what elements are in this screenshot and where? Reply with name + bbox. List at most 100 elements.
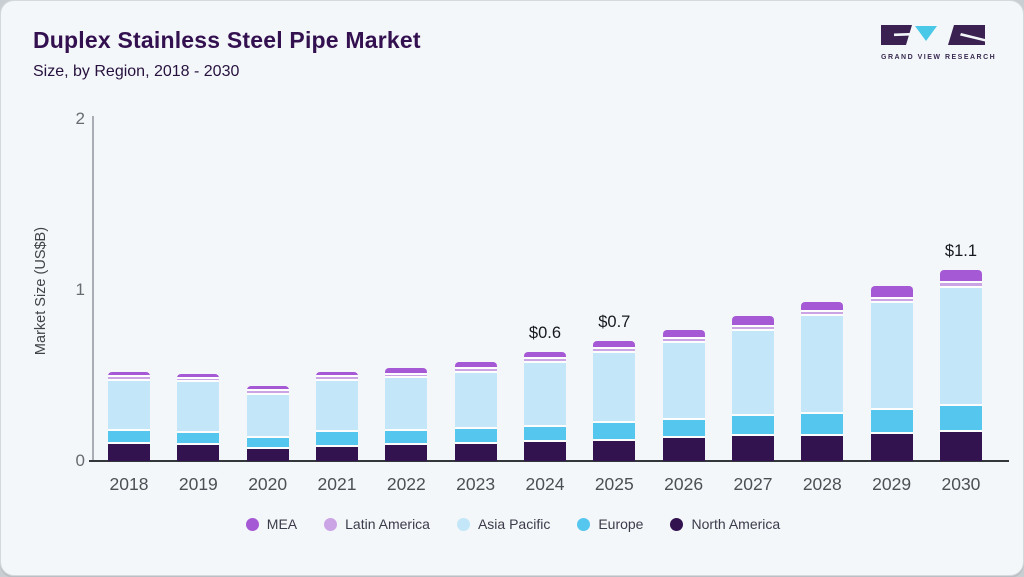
bar-segment-mea-2028: [801, 302, 844, 313]
bar-segment-north-america-2026: [662, 438, 705, 461]
bar-segment-asia-pacific-2024: [523, 362, 566, 428]
bar-2022: [385, 367, 428, 461]
bar-2018: [108, 371, 150, 461]
bar-2021: [315, 372, 358, 461]
bar-2023: [454, 361, 497, 461]
bar-segment-asia-pacific-2021: [315, 381, 358, 433]
bar-segment-latin-america-2018: [108, 377, 150, 381]
bar-2027: [731, 316, 774, 461]
bar-segment-latin-america-2029: [870, 298, 913, 304]
bar-segment-latin-america-2021: [315, 377, 358, 381]
legend-dot-asia-pacific: [456, 517, 470, 531]
y-tick-0: 0: [75, 451, 85, 470]
bar-segment-europe-2026: [662, 419, 705, 439]
bar-segment-asia-pacific-2019: [177, 382, 220, 434]
legend-dot-mea: [245, 517, 259, 531]
bar-segment-europe-2020: [246, 437, 289, 449]
bar-segment-europe-2021: [315, 432, 358, 448]
bar-2028: [801, 302, 844, 461]
legend-item-north-america: North America: [670, 516, 780, 532]
bar-segment-asia-pacific-2029: [870, 303, 913, 411]
value-label-2024: $0.6: [528, 323, 562, 342]
bar-segment-mea-2025: [593, 340, 636, 350]
bar-segment-mea-2022: [385, 367, 428, 375]
x-tick-2023: 2023: [456, 474, 496, 494]
bar-2024: [523, 351, 566, 461]
bar-segment-north-america-2018: [108, 443, 150, 461]
y-tick-1: 1: [75, 279, 85, 299]
gvr-logo: GRAND VIEW RESEARCH: [881, 25, 997, 61]
value-label-2030: $1.1: [944, 241, 978, 260]
legend-label-europe: Europe: [598, 516, 644, 532]
value-label-2025: $0.7: [598, 312, 631, 331]
legend-dot-north-america: [670, 517, 684, 531]
legend-item-asia-pacific: Asia Pacific: [456, 516, 550, 532]
bar-segment-latin-america-2024: [523, 359, 566, 363]
bar-segment-north-america-2029: [870, 433, 913, 461]
bar-segment-latin-america-2026: [662, 339, 705, 343]
x-tick-2029: 2029: [872, 474, 912, 494]
bar-segment-north-america-2025: [593, 441, 636, 461]
bar-2030: [939, 269, 982, 461]
bar-segment-north-america-2020: [246, 448, 289, 461]
bar-segment-asia-pacific-2020: [246, 394, 289, 438]
bar-segment-latin-america-2023: [454, 369, 497, 373]
bar-segment-europe-2023: [454, 428, 497, 445]
x-tick-2026: 2026: [664, 474, 704, 494]
bar-segment-europe-2028: [801, 414, 844, 436]
bar-segment-north-america-2028: [801, 435, 844, 461]
bar-segment-asia-pacific-2018: [108, 380, 150, 431]
bar-segment-asia-pacific-2027: [731, 330, 774, 417]
bar-segment-latin-america-2020: [246, 390, 289, 395]
x-tick-2024: 2024: [525, 474, 565, 494]
bar-segment-mea-2027: [731, 316, 774, 327]
page-title: Duplex Stainless Steel Pipe Market: [33, 27, 421, 53]
bar-segment-europe-2030: [939, 405, 982, 432]
x-axis-line: [89, 460, 1009, 462]
legend-dot-europe: [577, 517, 591, 531]
bar-2020: [246, 385, 289, 461]
bar-segment-north-america-2023: [454, 444, 497, 461]
legend-label-north-america: North America: [691, 516, 781, 532]
x-tick-2018: 2018: [109, 474, 149, 494]
bar-segment-mea-2029: [870, 286, 913, 299]
x-tick-2020: 2020: [248, 474, 288, 494]
legend-item-latin-america: Latin America: [324, 516, 430, 532]
x-tick-2030: 2030: [941, 474, 981, 494]
legend-item-mea: MEA: [245, 516, 297, 532]
bar-segment-latin-america-2030: [939, 282, 982, 288]
bar-segment-north-america-2027: [731, 436, 774, 461]
gvr-logo-text: GRAND VIEW RESEARCH: [881, 54, 997, 61]
bar-segment-asia-pacific-2026: [662, 342, 705, 420]
bar-2026: [662, 329, 705, 461]
bar-segment-asia-pacific-2022: [385, 378, 428, 432]
legend-dot-latin-america: [324, 517, 338, 531]
bar-segment-latin-america-2022: [385, 374, 428, 379]
x-tick-2028: 2028: [802, 474, 842, 494]
bar-segment-latin-america-2028: [801, 312, 844, 317]
bar-segment-asia-pacific-2023: [454, 372, 497, 429]
bar-segment-europe-2022: [385, 431, 428, 446]
bar-segment-latin-america-2027: [731, 326, 774, 331]
bar-segment-latin-america-2019: [177, 378, 220, 383]
bar-segment-mea-2020: [246, 385, 289, 391]
bar-segment-mea-2023: [454, 361, 497, 370]
bar-segment-europe-2029: [870, 410, 913, 434]
x-tick-2022: 2022: [386, 474, 426, 494]
x-tick-2025: 2025: [594, 474, 634, 494]
bar-2019: [177, 374, 220, 461]
bar-segment-mea-2018: [108, 371, 150, 378]
bar-segment-north-america-2021: [315, 447, 358, 461]
bar-segment-europe-2019: [177, 433, 220, 445]
bar-segment-mea-2021: [315, 372, 358, 378]
bar-segment-europe-2018: [108, 430, 150, 444]
bar-segment-mea-2026: [662, 329, 705, 340]
bar-segment-mea-2019: [177, 374, 220, 379]
bar-segment-north-america-2030: [939, 431, 982, 461]
bar-2025: [593, 340, 636, 461]
x-tick-2019: 2019: [178, 474, 218, 494]
bar-segment-europe-2024: [523, 427, 566, 443]
page-subtitle: Size, by Region, 2018 - 2030: [33, 63, 240, 80]
bar-segment-north-america-2019: [177, 444, 220, 461]
